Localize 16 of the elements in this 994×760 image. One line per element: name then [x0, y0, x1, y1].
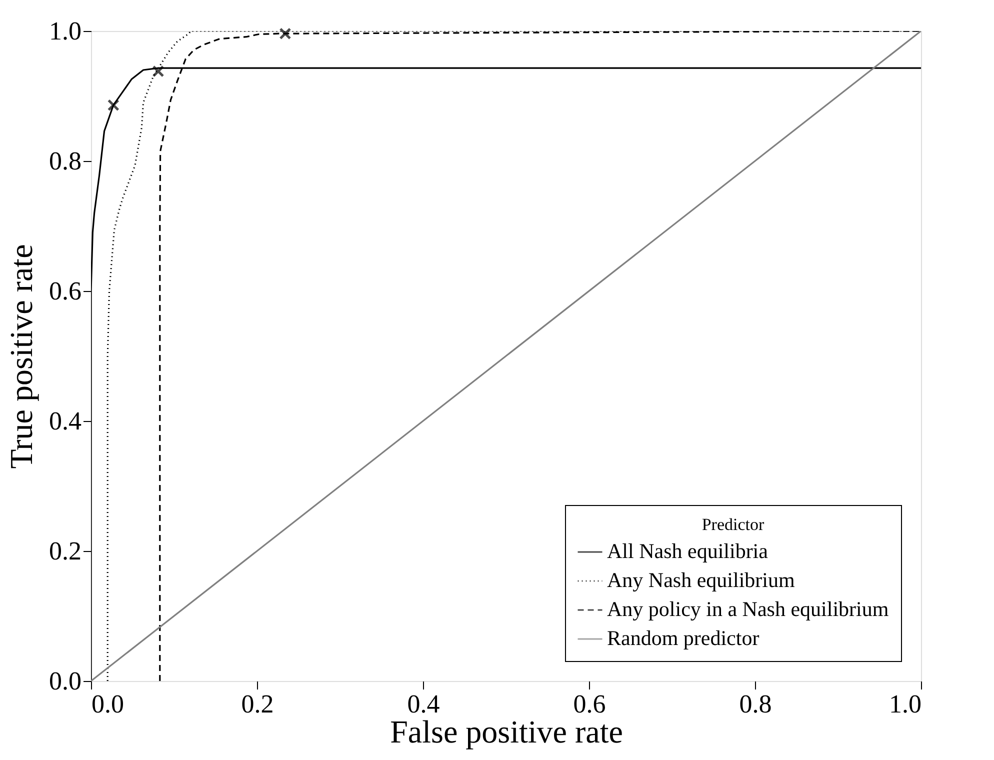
x-tick-label: 0.2 — [241, 690, 274, 718]
y-tick-label: 1.0 — [49, 16, 82, 46]
y-axis-title: True positive rate — [3, 244, 39, 469]
y-tick-label: 0.2 — [49, 536, 82, 566]
x-tick-label: 0.0 — [92, 690, 124, 718]
legend-title: Predictor — [702, 515, 764, 534]
x-tick-label: 1.0 — [889, 690, 922, 718]
legend-label: Any policy in a Nash equilibrium — [607, 597, 889, 621]
legend-label: All Nash equilibria — [607, 539, 769, 563]
y-tick-label: 0.4 — [49, 406, 82, 436]
legend-label: Any Nash equilibrium — [607, 568, 795, 592]
y-tick-label: 0.8 — [49, 146, 82, 176]
legend-label: Random predictor — [607, 626, 760, 650]
y-tick-label: 0.0 — [49, 666, 82, 696]
x-tick-label: 0.8 — [739, 690, 772, 718]
y-tick-label: 0.6 — [49, 276, 82, 306]
